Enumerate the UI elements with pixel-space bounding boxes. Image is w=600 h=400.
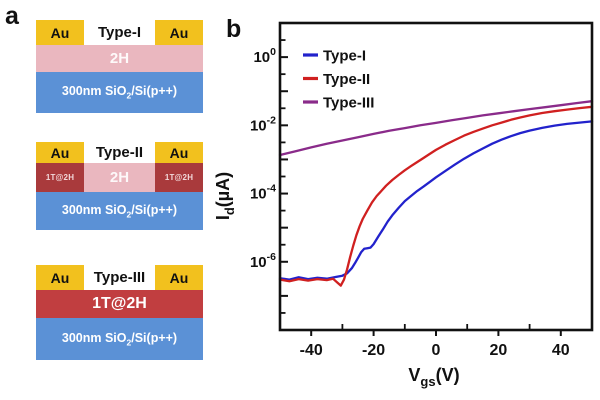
electrode-row: Au Type-I Au xyxy=(36,20,203,45)
channel-layer-2h: 2H xyxy=(36,45,203,72)
gold-electrode-right: Au xyxy=(155,142,203,163)
device-schematic-type-i: Au Type-I Au 2H 300nm SiO2/Si(p++) xyxy=(36,20,203,113)
channel-label: 2H xyxy=(109,50,130,67)
y-tick-exponent: 0 xyxy=(270,46,276,58)
y-tick-label: 10-4 xyxy=(250,183,276,203)
x-tick-label: 0 xyxy=(432,342,441,359)
device-title: Type-I xyxy=(84,20,155,45)
gold-electrode-left: Au xyxy=(36,20,84,45)
channel-layer-1t2h: 1T@2H xyxy=(36,290,203,318)
contact-layer-1t2h-right: 1T@2H xyxy=(155,163,203,192)
device-schematic-type-ii: Au Type-II Au 1T@2H 2H 1T@2H 300nm SiO2/… xyxy=(36,142,203,230)
gold-electrode-right: Au xyxy=(155,20,203,45)
gold-electrode-left: Au xyxy=(36,142,84,163)
device-schematic-type-iii: Au Type-III Au 1T@2H 300nm SiO2/Si(p++) xyxy=(36,265,203,360)
channel-layer-2h: 2H xyxy=(84,163,155,192)
electrode-row: Au Type-III Au xyxy=(36,265,203,290)
substrate-layer: 300nm SiO2/Si(p++) xyxy=(36,318,203,360)
gold-electrode-right: Au xyxy=(155,265,203,290)
gold-electrode-left: Au xyxy=(36,265,84,290)
panel-a-label: a xyxy=(5,2,19,30)
panel-b-label: b xyxy=(226,15,242,43)
legend-label-type-i: Type-I xyxy=(323,48,366,65)
y-axis-title: Id(µA) xyxy=(215,172,237,220)
x-tick-label: -20 xyxy=(362,342,385,359)
y-tick-label: 10-2 xyxy=(250,114,276,134)
x-axis-title: Vgs(V) xyxy=(408,365,459,389)
y-tick-label: 10-6 xyxy=(250,251,276,271)
legend-label-type-ii: Type-II xyxy=(323,71,370,88)
y-tick-exponent: -6 xyxy=(267,251,276,263)
substrate-layer: 300nm SiO2/Si(p++) xyxy=(36,72,203,113)
substrate-label: 300nm SiO2/Si(p++) xyxy=(61,330,178,348)
curve-type-iii xyxy=(278,100,594,157)
y-tick-exponent: -2 xyxy=(267,114,276,126)
legend-label-type-iii: Type-III xyxy=(323,95,374,112)
substrate-layer: 300nm SiO2/Si(p++) xyxy=(36,192,203,230)
contact-channel-row: 1T@2H 2H 1T@2H xyxy=(36,163,203,192)
curve-type-ii xyxy=(278,105,594,287)
substrate-label: 300nm SiO2/Si(p++) xyxy=(61,84,178,101)
x-tick-label: 20 xyxy=(490,342,508,359)
channel-label: 1T@2H xyxy=(92,295,147,312)
y-tick-exponent: -4 xyxy=(267,183,276,195)
x-tick-label: 40 xyxy=(552,342,570,359)
plot-frame xyxy=(278,21,594,332)
contact-layer-1t2h-left: 1T@2H xyxy=(36,163,84,192)
x-tick-label: -40 xyxy=(300,342,323,359)
device-title: Type-II xyxy=(84,142,155,163)
device-title: Type-III xyxy=(84,265,155,290)
substrate-label: 300nm SiO2/Si(p++) xyxy=(61,202,178,220)
electrode-row: Au Type-II Au xyxy=(36,142,203,163)
curve-type-i xyxy=(278,120,594,281)
y-tick-label: 100 xyxy=(253,46,276,66)
